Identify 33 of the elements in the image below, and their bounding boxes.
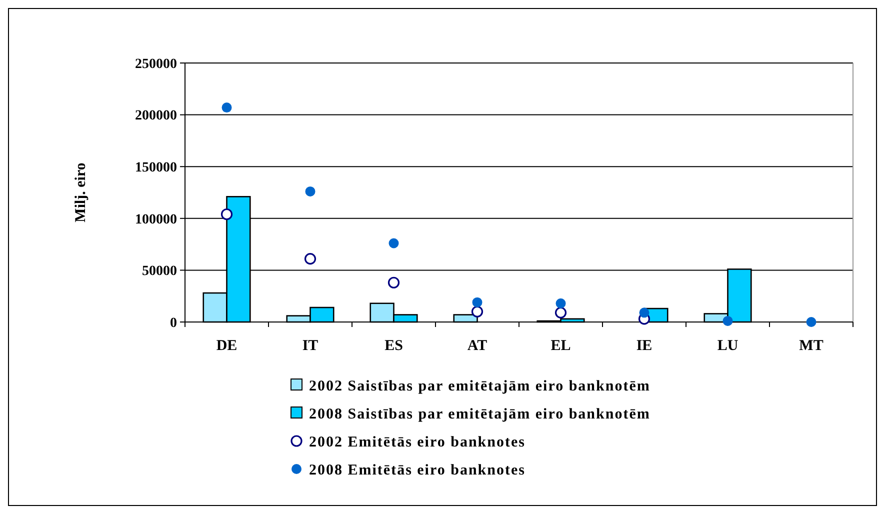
x-tick-label: DE bbox=[216, 338, 238, 354]
point bbox=[556, 298, 566, 308]
point bbox=[388, 276, 400, 288]
y-tick-label: 150000 bbox=[135, 160, 177, 176]
legend-label: 2002 Emitētās eiro banknotes bbox=[309, 434, 526, 450]
y-tick-label: 100000 bbox=[135, 212, 177, 228]
point bbox=[304, 253, 316, 265]
point bbox=[222, 102, 232, 113]
legend-label: 2002 Saistības par emitētajām eiro banknotēm bbox=[309, 378, 650, 394]
x-tick-label: EL bbox=[550, 338, 571, 354]
point bbox=[220, 208, 233, 220]
legend-label: 2008 Emitētās eiro banknotes bbox=[309, 462, 526, 478]
y-tick-label: 0 bbox=[170, 316, 177, 331]
x-tick-label: AT bbox=[467, 338, 488, 354]
point bbox=[722, 316, 733, 326]
x-tick-label: IT bbox=[302, 338, 318, 354]
x-tick-label: IE bbox=[636, 338, 652, 354]
point bbox=[471, 306, 484, 318]
point bbox=[639, 308, 650, 318]
y-tick-label: 200000 bbox=[135, 108, 177, 124]
point bbox=[554, 306, 567, 318]
y-tick-label: 50000 bbox=[142, 264, 177, 280]
bar bbox=[453, 314, 478, 323]
x-tick-label: LU bbox=[717, 338, 738, 354]
point bbox=[806, 317, 816, 327]
legend-label: 2008 Saistības par emitētajām eiro banknotēm bbox=[309, 406, 650, 422]
x-tick-label: MT bbox=[799, 338, 824, 354]
x-tick-label: ES bbox=[384, 338, 403, 354]
y-axis-title: Milj. eiro bbox=[73, 162, 89, 222]
point bbox=[472, 297, 482, 308]
point bbox=[305, 186, 316, 196]
point bbox=[388, 238, 399, 248]
y-tick-label: 250000 bbox=[135, 56, 177, 72]
